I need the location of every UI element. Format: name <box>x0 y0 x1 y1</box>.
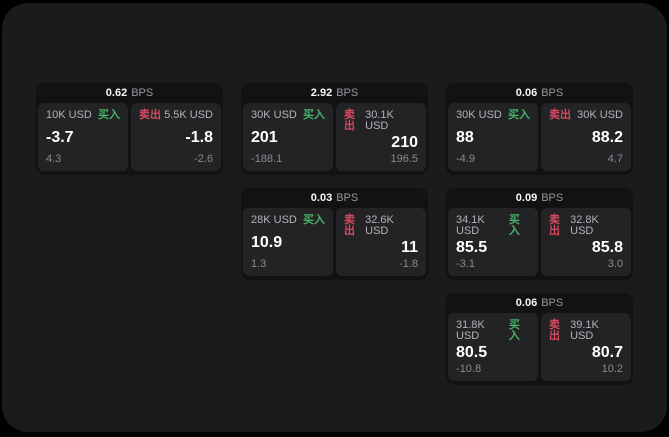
buy-price: -3.7 <box>46 128 74 146</box>
buy-tag: 买入 <box>303 214 325 226</box>
sell-price: 11 <box>401 239 418 256</box>
bps-header: 2.92 BPS <box>241 83 428 103</box>
sell-price: 88.2 <box>591 128 623 146</box>
quote-card: 0.62 BPS 10K USD 买入 -3.7 4.3 卖出 5.5K USD… <box>36 83 223 175</box>
sell-amount: 30.1K USD <box>365 109 394 132</box>
bps-header: 0.03 BPS <box>241 188 428 208</box>
sell-tag: 卖出 <box>344 214 355 237</box>
sell-price: 210 <box>391 134 418 151</box>
bps-value: 0.09 <box>515 191 538 204</box>
buy-panel[interactable]: 31.8K USD 买入 80.5 -10.8 <box>448 313 538 381</box>
buy-price: 80.5 <box>456 344 488 361</box>
sell-change: 10.2 <box>601 363 623 375</box>
buy-panel[interactable]: 10K USD 买入 -3.7 4.3 <box>38 103 128 171</box>
buy-price: 201 <box>251 128 278 146</box>
quote-card: 0.06 BPS 31.8K USD 买入 80.5 -10.8 卖出 39.1… <box>446 293 633 385</box>
bps-header: 0.06 BPS <box>446 293 633 313</box>
buy-amount: 34.1K USD <box>456 214 485 237</box>
buy-panel[interactable]: 30K USD 买入 201 -188.1 <box>243 103 333 171</box>
buy-amount: 30K USD <box>456 109 502 121</box>
buy-change: -3.1 <box>456 258 475 270</box>
bps-value: 0.62 <box>105 86 128 99</box>
sell-amount: 30K USD <box>577 109 623 121</box>
sell-change: -2.6 <box>194 153 213 165</box>
quote-card: 2.92 BPS 30K USD 买入 201 -188.1 卖出 30.1K … <box>241 83 428 175</box>
sell-amount: 32.6K USD <box>365 214 394 237</box>
buy-tag: 买入 <box>98 109 120 121</box>
buy-amount: 10K USD <box>46 109 92 121</box>
sell-panel[interactable]: 卖出 32.6K USD 11 -1.8 <box>336 208 426 276</box>
buy-amount: 28K USD <box>251 214 297 226</box>
buy-tag: 买入 <box>508 214 520 237</box>
bps-unit: BPS <box>541 191 564 204</box>
bps-header: 0.06 BPS <box>446 83 633 103</box>
sell-tag: 卖出 <box>344 109 355 132</box>
bps-value: 0.06 <box>515 86 538 99</box>
sell-tag: 卖出 <box>549 109 571 121</box>
buy-panel[interactable]: 30K USD 买入 88 -4.9 <box>448 103 538 171</box>
sell-change: 4.7 <box>607 153 623 165</box>
bps-value: 2.92 <box>310 86 333 99</box>
buy-tag: 买入 <box>508 319 520 342</box>
bps-value: 0.03 <box>310 191 333 204</box>
bps-unit: BPS <box>131 86 154 99</box>
sell-panel[interactable]: 卖出 39.1K USD 80.7 10.2 <box>541 313 631 381</box>
sell-price: 85.8 <box>591 239 623 256</box>
buy-change: -4.9 <box>456 153 475 165</box>
buy-change: 4.3 <box>46 153 62 165</box>
buy-panel[interactable]: 28K USD 买入 10.9 1.3 <box>243 208 333 276</box>
sell-panel[interactable]: 卖出 32.8K USD 85.8 3.0 <box>541 208 631 276</box>
sell-tag: 卖出 <box>549 214 560 237</box>
bps-unit: BPS <box>336 86 359 99</box>
sell-panel[interactable]: 卖出 30.1K USD 210 196.5 <box>336 103 426 171</box>
buy-tag: 买入 <box>303 109 325 121</box>
sell-change: 3.0 <box>607 258 623 270</box>
sell-change: 196.5 <box>390 153 418 165</box>
sell-tag: 卖出 <box>139 109 161 121</box>
sell-panel[interactable]: 卖出 5.5K USD -1.8 -2.6 <box>131 103 221 171</box>
quote-card: 0.03 BPS 28K USD 买入 10.9 1.3 卖出 32.6K US… <box>241 188 428 280</box>
quote-card: 0.09 BPS 34.1K USD 买入 85.5 -3.1 卖出 32.8K… <box>446 188 633 280</box>
bps-unit: BPS <box>541 296 564 309</box>
buy-change: -10.8 <box>456 363 482 375</box>
buy-price: 85.5 <box>456 239 488 256</box>
buy-panel[interactable]: 34.1K USD 买入 85.5 -3.1 <box>448 208 538 276</box>
buy-amount: 31.8K USD <box>456 319 485 342</box>
buy-amount: 30K USD <box>251 109 297 121</box>
bps-unit: BPS <box>336 191 359 204</box>
buy-price: 88 <box>456 128 474 146</box>
buy-change: -188.1 <box>251 153 283 165</box>
bps-unit: BPS <box>541 86 564 99</box>
quote-card: 0.06 BPS 30K USD 买入 88 -4.9 卖出 30K USD 8… <box>446 83 633 175</box>
bps-header: 0.62 BPS <box>36 83 223 103</box>
sell-change: -1.8 <box>399 258 418 270</box>
sell-panel[interactable]: 卖出 30K USD 88.2 4.7 <box>541 103 631 171</box>
bps-value: 0.06 <box>515 296 538 309</box>
dark-panel-surface: 0.62 BPS 10K USD 买入 -3.7 4.3 卖出 5.5K USD… <box>2 3 667 432</box>
sell-price: 80.7 <box>591 344 623 361</box>
sell-amount: 5.5K USD <box>164 109 213 121</box>
buy-price: 10.9 <box>251 233 283 251</box>
buy-change: 1.3 <box>251 258 267 270</box>
sell-amount: 32.8K USD <box>570 214 599 237</box>
sell-price: -1.8 <box>185 128 213 146</box>
bps-header: 0.09 BPS <box>446 188 633 208</box>
sell-amount: 39.1K USD <box>570 319 599 342</box>
sell-tag: 卖出 <box>549 319 560 342</box>
buy-tag: 买入 <box>508 109 530 121</box>
